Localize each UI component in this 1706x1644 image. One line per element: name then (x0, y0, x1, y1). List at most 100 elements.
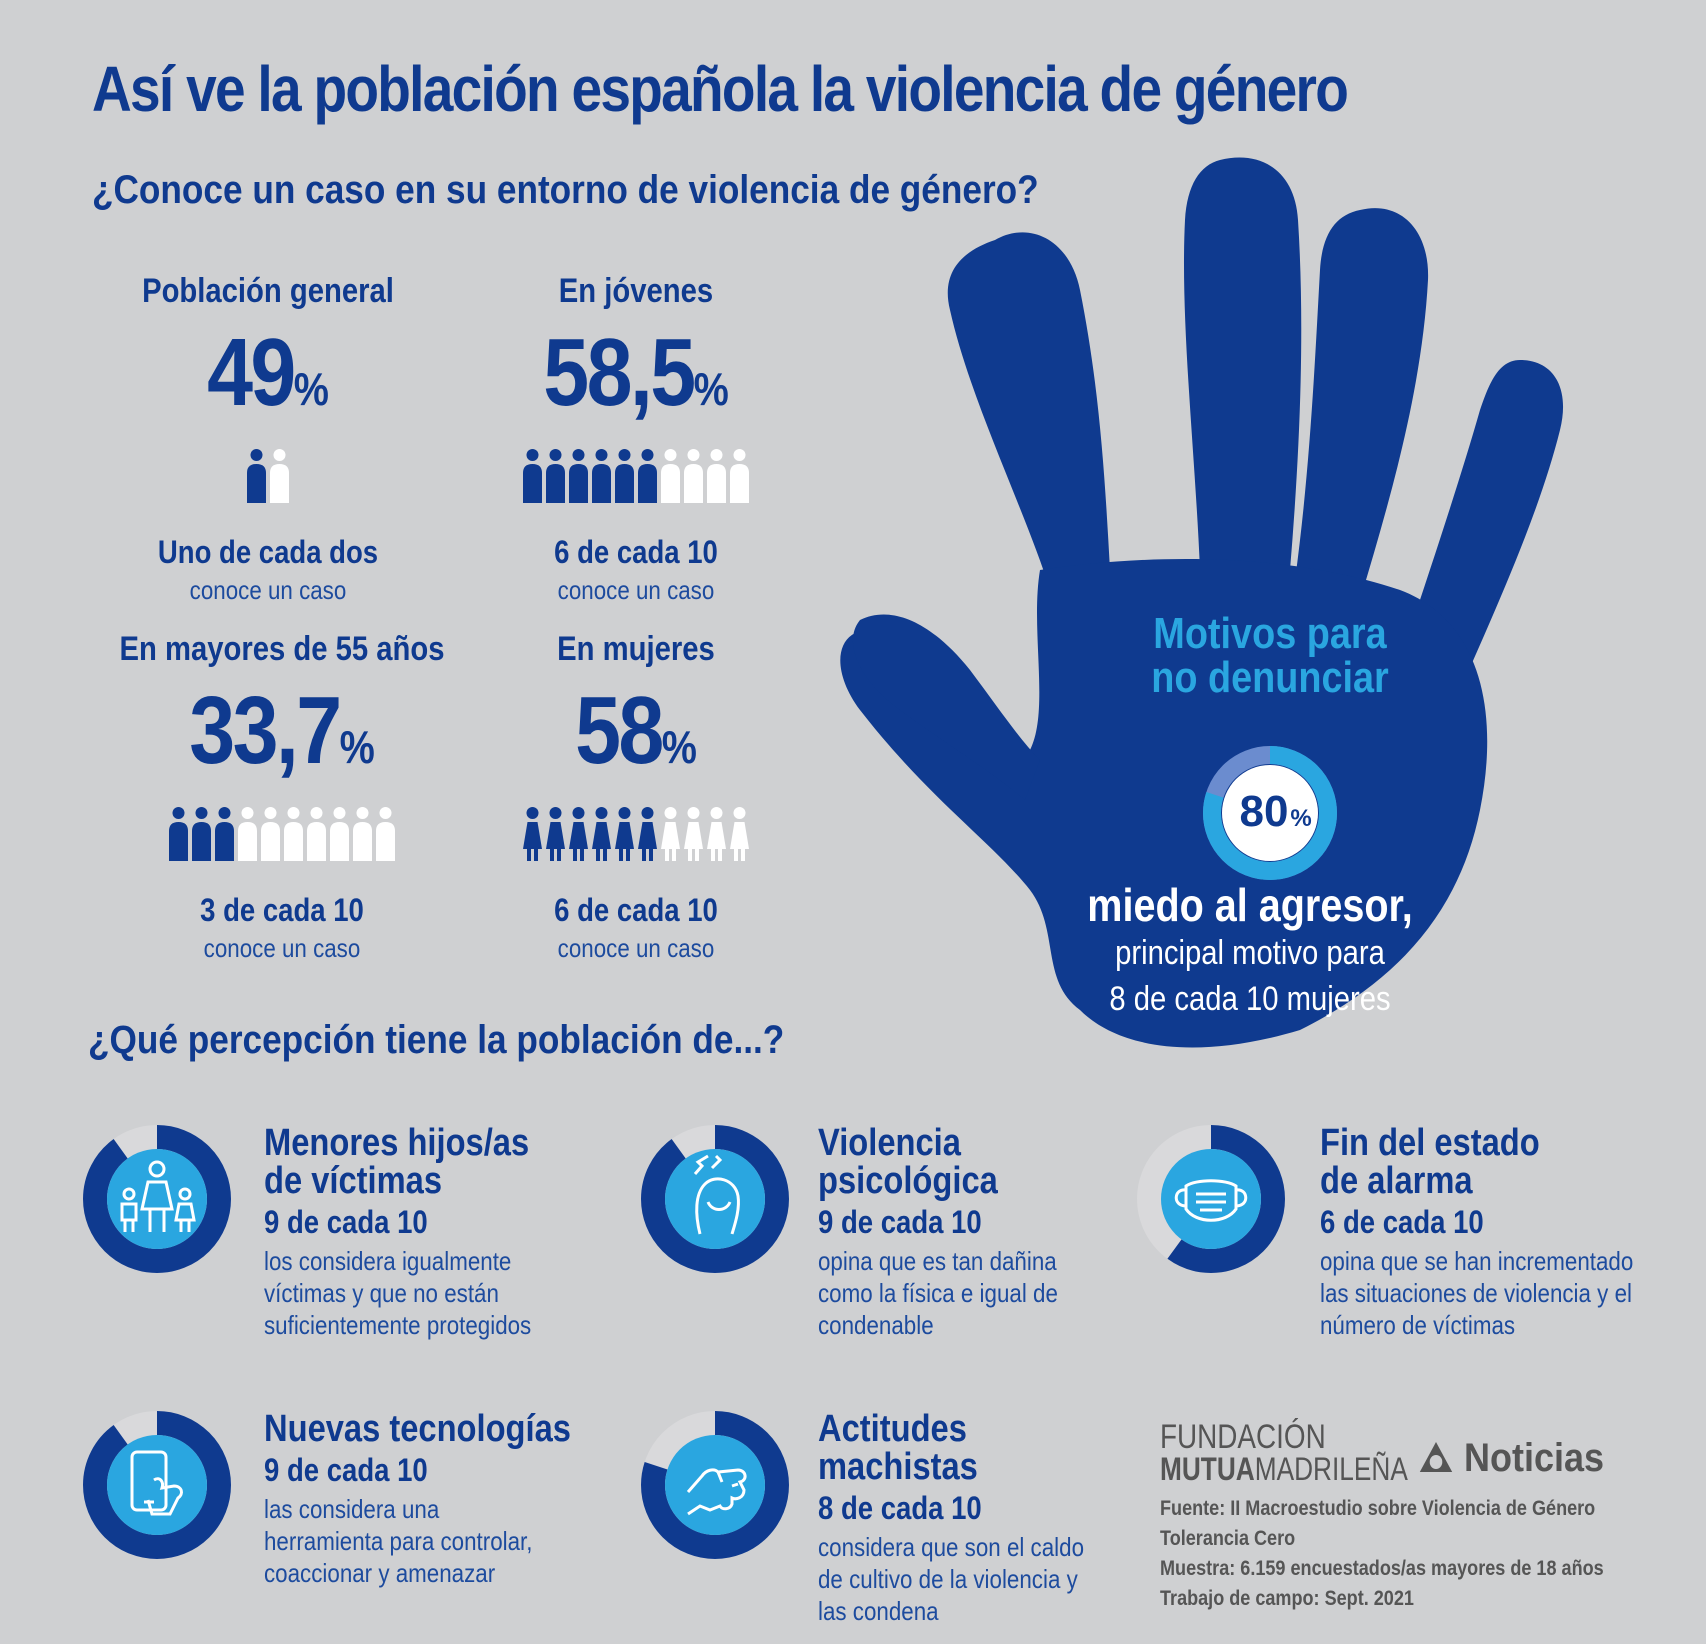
motivos-title-line2: no denunciar (1151, 653, 1389, 702)
people-pictogram (169, 807, 395, 861)
stat-value: 49% (105, 325, 432, 437)
people-pictogram (523, 807, 749, 861)
source-line: Fuente: II Macroestudio sobre Violencia … (1160, 1497, 1596, 1520)
people-pictogram (247, 449, 289, 503)
person-filled-icon (615, 807, 634, 861)
card-description: considera que son el caldo de cultivo de… (818, 1531, 1110, 1627)
card-description-line: los considera igualmente (264, 1246, 512, 1276)
source-notes: Fuente: II Macroestudio sobre Violencia … (1160, 1494, 1604, 1614)
stat-fraction: 6 de cada 10 (554, 534, 718, 570)
stat-mayores-55: En mayores de 55 años 33,7% 3 de cada 10… (92, 630, 472, 964)
stat-label: En mujeres (557, 630, 715, 668)
card-description-line: como la física e igual de (818, 1278, 1058, 1308)
hand-print-icon (840, 157, 1564, 1048)
motivos-donut: 80 % (1203, 746, 1337, 880)
person-filled-icon (546, 449, 565, 503)
card-title-line1: Menores hijos/as (264, 1122, 530, 1164)
card-description-line: suficientemente protegidos (264, 1310, 532, 1340)
stat-number: 49 (207, 319, 296, 426)
person-filled-icon (569, 449, 588, 503)
person-empty-icon (684, 449, 703, 503)
person-empty-icon (238, 807, 257, 861)
person-empty-icon (330, 807, 349, 861)
donut-center (1222, 765, 1318, 861)
page-title: Así ve la población española la violenci… (92, 53, 1349, 125)
stat-mujeres: En mujeres 58% 6 de cada 10 conoce un ca… (446, 630, 826, 964)
donut-arc (1137, 1125, 1285, 1273)
person-empty-icon (353, 807, 372, 861)
card-description-line: herramienta para controlar, (264, 1526, 533, 1556)
card-description-line: condenable (818, 1310, 934, 1340)
person-filled-icon (592, 807, 611, 861)
motivos-title: Motivos para no denunciar (1107, 612, 1434, 700)
card-title-line1: Actitudes (818, 1408, 967, 1450)
card-violencia-psicologica: Violencia psicológica 9 de cada 10 opina… (818, 1124, 1158, 1341)
person-filled-icon (169, 807, 188, 861)
motivos-pct-sign: % (1290, 805, 1311, 832)
distressed-woman-icon (693, 1154, 740, 1235)
stat-percent-sign: % (693, 363, 729, 415)
person-empty-icon (376, 807, 395, 861)
donut-center (107, 1435, 207, 1535)
card-description-line: considera que son el caldo (818, 1532, 1085, 1562)
noticias-logo: Noticias (1418, 1436, 1604, 1481)
stat-label: En mayores de 55 años (119, 630, 445, 668)
donut-arc (83, 1125, 231, 1273)
card-description-line: opina que se han incrementado (1320, 1246, 1634, 1276)
stat-value: 33,7% (119, 683, 446, 795)
card-fraction: 6 de cada 10 (1320, 1204, 1484, 1240)
noticias-text: Noticias (1464, 1436, 1605, 1480)
card-title-line2: psicológica (818, 1160, 998, 1202)
motivos-title-line1: Motivos para (1153, 609, 1387, 658)
donut-estado-alarma (1137, 1125, 1285, 1273)
card-actitudes-machistas: Actitudes machistas 8 de cada 10 conside… (818, 1410, 1158, 1627)
stat-subtext: conoce un caso (557, 575, 715, 605)
fundacion-logo-line2: MUTUAMADRILEÑA (1160, 1452, 1408, 1486)
fist-icon (686, 1468, 747, 1516)
stat-number: 58 (575, 677, 664, 784)
person-empty-icon (661, 807, 680, 861)
card-title-line1: Nuevas tecnologías (264, 1408, 571, 1450)
stat-fraction: Uno de cada dos (157, 534, 379, 570)
person-filled-icon (615, 449, 634, 503)
person-filled-icon (638, 449, 657, 503)
person-filled-icon (638, 807, 657, 861)
person-empty-icon (684, 807, 703, 861)
question-known-case: ¿Conoce un caso en su entorno de violenc… (92, 168, 1039, 212)
card-description-line: número de víctimas (1320, 1310, 1516, 1340)
person-empty-icon (307, 807, 326, 861)
person-empty-icon (261, 807, 280, 861)
stat-label: Población general (142, 272, 394, 310)
source-line: Trabajo de campo: Sept. 2021 (1160, 1587, 1414, 1610)
source-line: Tolerancia Cero (1160, 1527, 1296, 1550)
antena3-icon (1419, 1442, 1453, 1472)
motivos-sub-line1: principal motivo para (1115, 934, 1385, 972)
stat-fraction: 3 de cada 10 (200, 892, 364, 928)
card-nuevas-tecnologias: Nuevas tecnologías 9 de cada 10 las cons… (264, 1410, 621, 1589)
motivos-subtext: principal motivo para 8 de cada 10 mujer… (1078, 930, 1422, 1022)
card-title-line2: de víctimas (264, 1160, 443, 1202)
person-filled-icon (192, 807, 211, 861)
stat-label: En jóvenes (558, 272, 714, 310)
donut-menores (83, 1125, 231, 1273)
person-empty-icon (707, 807, 726, 861)
person-empty-icon (730, 807, 749, 861)
donut-center (665, 1435, 765, 1535)
stat-subtext: conoce un caso (203, 933, 361, 963)
stat-value: 58,5% (473, 325, 800, 437)
stat-number: 58,5 (543, 319, 696, 426)
card-description: las considera una herramienta para contr… (264, 1493, 556, 1589)
card-description: opina que se han incrementado las situac… (1320, 1245, 1647, 1341)
donut-arc (1203, 746, 1337, 880)
donut-center (1161, 1149, 1261, 1249)
motivos-value: 80 (1240, 787, 1289, 836)
family-icon (120, 1160, 196, 1232)
motivos-main-text: miedo al agresor, (1087, 879, 1413, 931)
donut-actitudes-machistas (641, 1411, 789, 1559)
donut-nuevas-tecnologias (83, 1411, 231, 1559)
stat-subtext: conoce un caso (189, 575, 347, 605)
card-description-line: opina que es tan dañina (818, 1246, 1057, 1276)
people-pictogram (523, 449, 749, 503)
person-filled-icon (247, 449, 266, 503)
face-mask-icon (1174, 1179, 1248, 1222)
